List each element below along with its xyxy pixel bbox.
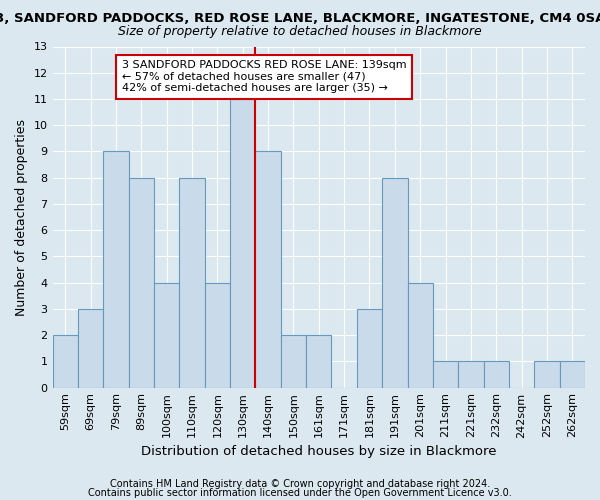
Bar (534, 362, 560, 388)
Bar (306, 335, 331, 388)
Bar (281, 335, 306, 388)
Bar (407, 282, 433, 388)
X-axis label: Distribution of detached houses by size in Blackmore: Distribution of detached houses by size … (141, 444, 497, 458)
Bar (78, 309, 103, 388)
Bar (205, 282, 230, 388)
Bar (357, 309, 382, 388)
Text: 3 SANDFORD PADDOCKS RED ROSE LANE: 139sqm
← 57% of detached houses are smaller (: 3 SANDFORD PADDOCKS RED ROSE LANE: 139sq… (122, 60, 406, 94)
Text: Contains HM Land Registry data © Crown copyright and database right 2024.: Contains HM Land Registry data © Crown c… (110, 479, 490, 489)
Bar (484, 362, 509, 388)
Text: 3, SANDFORD PADDOCKS, RED ROSE LANE, BLACKMORE, INGATESTONE, CM4 0SA: 3, SANDFORD PADDOCKS, RED ROSE LANE, BLA… (0, 12, 600, 26)
Bar (433, 362, 458, 388)
Bar (128, 178, 154, 388)
Y-axis label: Number of detached properties: Number of detached properties (15, 118, 28, 316)
Bar (53, 335, 78, 388)
Bar (103, 152, 128, 388)
Bar (382, 178, 407, 388)
Bar (560, 362, 585, 388)
Bar (154, 282, 179, 388)
Bar (256, 152, 281, 388)
Text: Contains public sector information licensed under the Open Government Licence v3: Contains public sector information licen… (88, 488, 512, 498)
Bar (230, 99, 256, 388)
Bar (179, 178, 205, 388)
Text: Size of property relative to detached houses in Blackmore: Size of property relative to detached ho… (118, 25, 482, 38)
Bar (458, 362, 484, 388)
